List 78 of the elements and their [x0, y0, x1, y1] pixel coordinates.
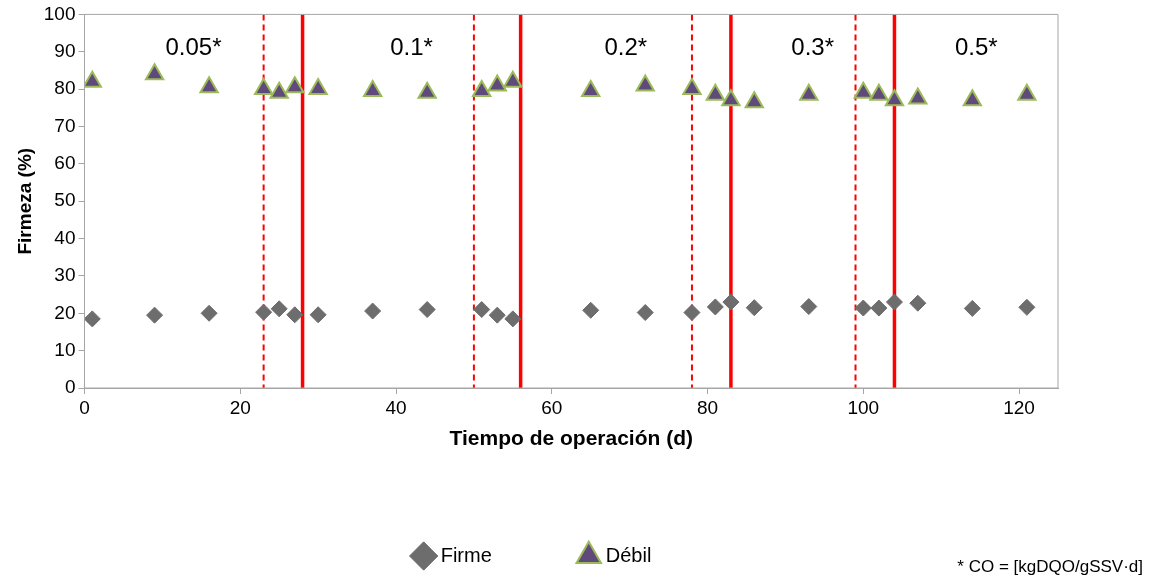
point — [744, 91, 764, 109]
point — [854, 299, 872, 317]
point — [255, 303, 273, 321]
x-tick-label: 100 — [847, 396, 880, 418]
point — [582, 301, 600, 319]
y-tick-label: 30 — [54, 264, 76, 286]
point — [309, 306, 327, 324]
point — [705, 83, 725, 101]
point — [1017, 83, 1037, 101]
y-axis-title: Firmeza (%) — [13, 147, 35, 255]
point — [269, 81, 289, 99]
y-tick-label: 40 — [54, 226, 76, 248]
point — [885, 293, 903, 311]
point — [417, 81, 437, 99]
point — [364, 302, 382, 320]
point — [799, 83, 819, 101]
point — [308, 78, 328, 96]
point — [285, 76, 305, 94]
text: * CO = [kgDQO/gSSV·d] — [957, 557, 1143, 577]
point — [908, 87, 928, 105]
point — [84, 310, 101, 328]
y-tick-label: 90 — [54, 39, 76, 61]
point — [472, 79, 492, 97]
point — [800, 298, 818, 316]
point — [909, 294, 927, 312]
point — [721, 89, 741, 107]
point — [199, 76, 219, 94]
point — [682, 78, 702, 96]
point — [869, 83, 889, 101]
point — [581, 79, 601, 97]
point — [636, 304, 654, 322]
annotation: 0.2* — [604, 33, 648, 61]
point — [473, 301, 491, 319]
point — [84, 70, 102, 88]
x-tick-label: 20 — [229, 396, 251, 418]
y-tick-label: 60 — [54, 152, 76, 174]
x-tick-label: 0 — [79, 396, 90, 418]
point — [144, 63, 165, 81]
point — [146, 306, 164, 324]
y-tick-label: 70 — [54, 114, 76, 136]
x-tick-label: 120 — [1003, 396, 1035, 418]
point — [286, 306, 304, 324]
point — [418, 301, 436, 319]
y-tick-label: 20 — [54, 301, 76, 323]
point — [253, 78, 274, 96]
legend-label: Débil — [605, 543, 652, 566]
point — [963, 299, 981, 317]
point — [745, 299, 763, 317]
x-axis-title: Tiempo de operación (d) — [449, 426, 693, 450]
annotation: 0.1* — [390, 33, 433, 61]
annotation: 0.05* — [165, 33, 222, 61]
point — [706, 298, 724, 316]
point — [504, 310, 522, 328]
point — [1018, 298, 1036, 316]
annotation: 0.5* — [954, 33, 998, 61]
point — [870, 299, 888, 317]
point — [683, 304, 701, 322]
point — [962, 89, 982, 107]
point — [200, 304, 218, 322]
legend-label: Firme — [440, 543, 492, 566]
y-tick-label: 50 — [54, 189, 76, 211]
point — [488, 306, 506, 324]
y-tick-label: 100 — [43, 2, 76, 24]
x-tick-label: 80 — [696, 396, 719, 418]
point — [363, 79, 383, 97]
y-tick-label: 80 — [54, 77, 76, 99]
x-tick-label: 60 — [541, 396, 563, 418]
point — [487, 74, 507, 92]
point — [853, 81, 873, 99]
y-tick-label: 10 — [54, 338, 76, 360]
point — [503, 70, 523, 88]
x-tick-label: 40 — [385, 396, 407, 418]
point — [722, 293, 740, 311]
point — [635, 74, 655, 92]
y-tick-label: 0 — [64, 376, 76, 398]
point — [884, 89, 905, 107]
point — [270, 300, 288, 318]
annotation: 0.3* — [791, 33, 835, 61]
